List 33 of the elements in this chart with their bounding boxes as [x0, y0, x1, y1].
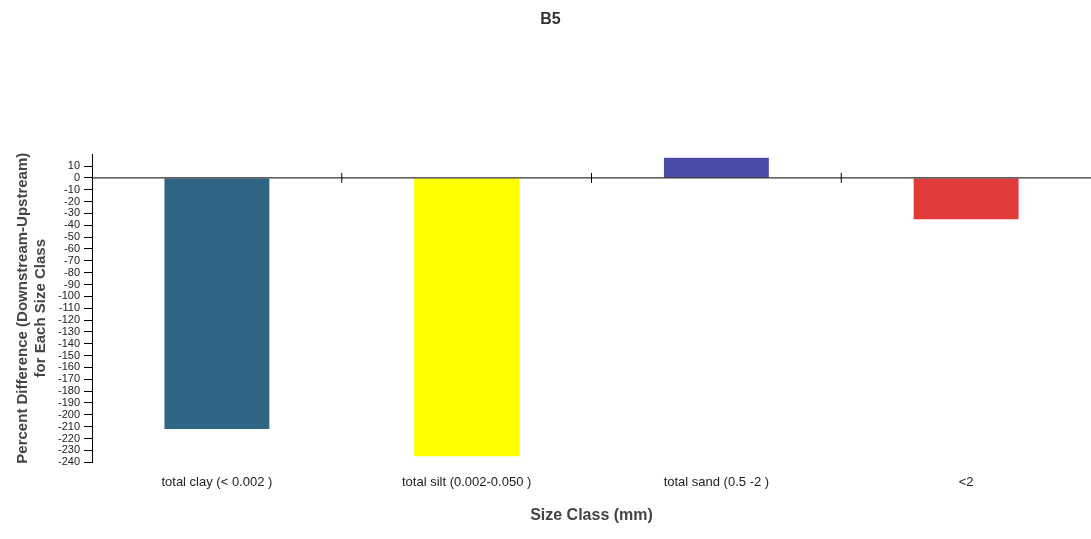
y-tick-label: 10	[67, 159, 81, 172]
y-tick-label: -160	[57, 360, 81, 373]
y-tick-label: -60	[64, 242, 81, 254]
y-tick-label: -130	[57, 324, 81, 337]
y-tick-label: -220	[57, 431, 81, 444]
y-tick-label: -200	[57, 407, 81, 420]
x-tick-label: total silt (0.002-0.050 )	[401, 473, 532, 489]
y-tick-label: -80	[64, 265, 81, 278]
y-axis-title: Percent Difference (Downstream-Upstream) for Each Size Class	[13, 152, 49, 464]
y-tick-label: -170	[57, 372, 81, 385]
y-tick-label: -10	[64, 182, 81, 195]
y-tick-label: -210	[57, 419, 81, 432]
y-tick-label: -40	[64, 218, 81, 231]
x-tick-label: total clay (< 0.002 )	[161, 473, 273, 489]
y-tick-label: -90	[64, 277, 81, 290]
chart-title: B5	[540, 10, 561, 28]
y-tick-label: -20	[64, 194, 81, 207]
y-tick-label: -230	[57, 443, 81, 456]
y-tick-label: -140	[57, 336, 81, 349]
y-tick-label: -150	[57, 348, 81, 361]
y-tick-label: -240	[57, 455, 81, 468]
y-tick-label: -110	[58, 301, 81, 314]
y-tick-label: -70	[64, 253, 81, 266]
y-tick-label: -100	[57, 289, 81, 302]
y-tick-label: -190	[57, 396, 81, 408]
x-axis-title: Size Class (mm)	[530, 505, 653, 523]
y-tick-label: 0	[73, 170, 81, 183]
y-tick-label: -50	[64, 230, 81, 243]
x-tick-label: <2	[958, 473, 974, 489]
y-tick-label: -30	[64, 206, 81, 219]
x-tick-label: total sand (0.5 -2 )	[663, 473, 770, 489]
y-tick-label: -180	[57, 384, 81, 397]
y-tick-label: -120	[57, 313, 81, 326]
